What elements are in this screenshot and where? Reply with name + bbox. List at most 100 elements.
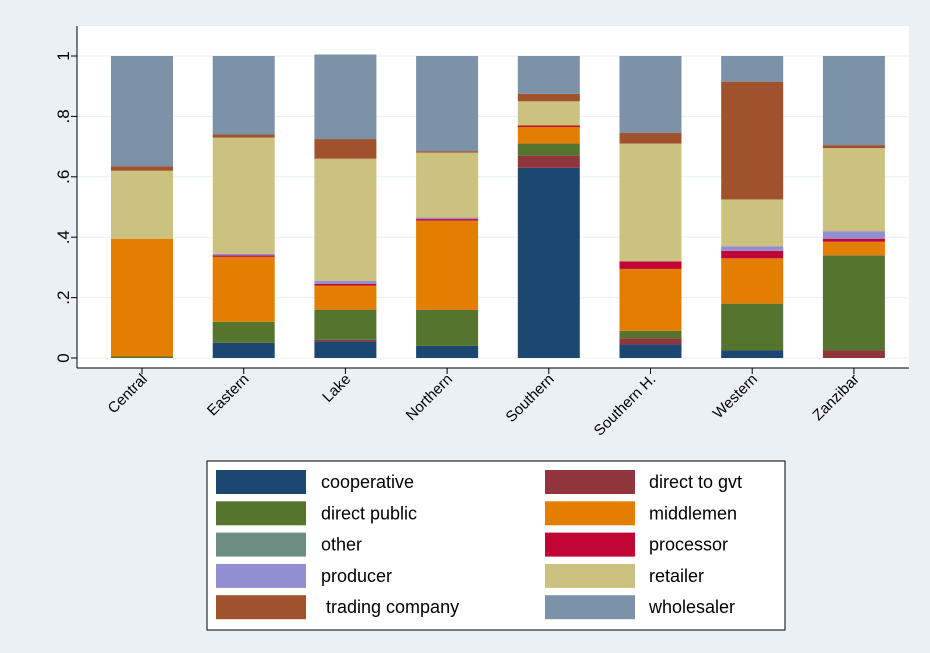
bar-segment (212, 255, 275, 257)
y-axis: 0 .2 .4 .6 .8 1 (54, 26, 78, 368)
bar-segment (416, 220, 479, 310)
y-tick-label: .2 (54, 291, 73, 305)
legend-swatch (545, 532, 635, 557)
bar-segment (619, 143, 682, 262)
bar-segment (314, 339, 377, 342)
y-tick-label: .8 (54, 109, 73, 123)
bar-segment (721, 350, 784, 358)
bar-segment (314, 341, 377, 358)
legend-label: processor (649, 535, 728, 555)
x-tick-label: Western (710, 371, 761, 422)
x-tick-label: Southern (503, 371, 558, 426)
legend-swatch (545, 470, 635, 494)
bar-segment (212, 342, 275, 358)
bar-segment (111, 356, 173, 358)
legend-label: retailer (649, 566, 704, 586)
bar-segment (314, 285, 377, 310)
bar-segment (619, 56, 682, 134)
legend-swatch (545, 563, 635, 588)
bar-segment (619, 338, 682, 345)
y-tick-label: .6 (54, 170, 73, 184)
legend-swatch (216, 501, 306, 526)
legend-swatch (545, 595, 635, 620)
bar-segment (822, 241, 885, 256)
x-tick-label: Central (105, 371, 151, 417)
bar-segment (314, 284, 377, 286)
x-axis: Central Eastern Lake Northern Southern Southe… (77, 367, 909, 440)
bar-segment (416, 309, 479, 346)
bar-segment (111, 166, 173, 171)
legend-label: other (321, 535, 362, 555)
bar-segment (822, 148, 885, 232)
bar-segment (314, 139, 377, 159)
bar-segment (822, 255, 885, 351)
bar-segment (721, 199, 784, 247)
bar-segment (416, 56, 479, 152)
x-tick-label: Southern H. (591, 371, 660, 440)
bar-segment (212, 256, 275, 322)
bar-segment (517, 155, 580, 168)
x-tick-label: Lake (319, 371, 354, 406)
bar-segment (721, 56, 784, 82)
bar-segment (314, 158, 377, 281)
bar-segment (721, 81, 784, 200)
bar-segment (619, 133, 682, 144)
bar-segment (212, 253, 275, 256)
bar-segment (416, 219, 479, 221)
bar-segment (517, 125, 580, 127)
bar-segment (111, 56, 173, 167)
bar-segment (314, 309, 377, 340)
bar-segment (517, 126, 580, 144)
bar-segment (822, 238, 885, 242)
bar-segment (111, 170, 173, 239)
legend: cooperative direct to gvt direct public mid… (206, 460, 786, 631)
bar-segment (517, 93, 580, 102)
legend-swatch (216, 532, 306, 557)
bar-segment (822, 145, 885, 149)
bar-segment (619, 261, 682, 269)
plot-area (77, 26, 909, 368)
bar-segment (517, 101, 580, 126)
bar-segment (416, 152, 479, 218)
x-tick-label: Eastern (204, 371, 253, 420)
legend-label: producer (321, 566, 392, 586)
bar-segment (416, 217, 479, 220)
bar-segment (517, 167, 580, 358)
legend-label: wholesaler (648, 597, 735, 617)
x-tick-label: Northern (403, 371, 456, 424)
bar-segment (822, 56, 885, 146)
bar-segment (517, 143, 580, 156)
bar-segment (111, 238, 173, 357)
bar-segment (416, 151, 479, 153)
bar-segment (822, 350, 885, 358)
bar-segment (212, 56, 275, 135)
legend-swatch (545, 501, 635, 526)
legend-swatch (216, 595, 306, 620)
legend-label: middlemen (649, 503, 737, 523)
bar-segment (212, 134, 275, 138)
legend-label: direct to gvt (649, 472, 742, 492)
bars (111, 54, 885, 358)
legend-label: direct public (321, 503, 417, 523)
legend-label: trading company (321, 597, 459, 617)
bar-segment (619, 344, 682, 358)
bar-segment (822, 231, 885, 239)
legend-label: cooperative (321, 472, 414, 492)
y-tick-label: 0 (54, 353, 73, 362)
bar-segment (619, 330, 682, 339)
bar-segment (212, 321, 275, 343)
y-tick-label: 1 (54, 51, 73, 60)
bar-segment (517, 56, 580, 94)
bar-segment (212, 137, 275, 254)
bar-segment (314, 280, 377, 285)
legend-swatch (216, 470, 306, 494)
bar-segment (721, 303, 784, 351)
bar-segment (721, 250, 784, 259)
bar-segment (619, 268, 682, 331)
x-tick-label: Zanzibar (809, 371, 862, 424)
bar-segment (721, 258, 784, 304)
bar-segment (314, 54, 377, 140)
bar-segment (416, 345, 479, 358)
